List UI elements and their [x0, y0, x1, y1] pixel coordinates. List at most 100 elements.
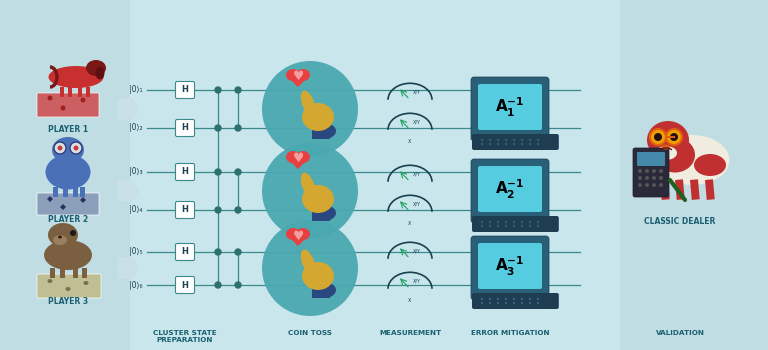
Circle shape — [505, 298, 507, 300]
Circle shape — [654, 133, 662, 141]
Ellipse shape — [655, 138, 695, 173]
Text: ERROR MITIGATION: ERROR MITIGATION — [471, 330, 549, 336]
Ellipse shape — [654, 135, 730, 185]
Circle shape — [70, 230, 76, 236]
Circle shape — [497, 298, 499, 300]
Ellipse shape — [655, 146, 677, 160]
Circle shape — [481, 143, 483, 145]
Ellipse shape — [53, 235, 67, 245]
Circle shape — [645, 169, 649, 173]
Bar — [73, 187, 78, 197]
FancyBboxPatch shape — [176, 163, 194, 181]
Bar — [78, 87, 82, 97]
Text: X: X — [409, 221, 412, 226]
Text: CLUSTER STATE
PREPARATION: CLUSTER STATE PREPARATION — [153, 330, 217, 343]
Circle shape — [645, 183, 649, 187]
FancyBboxPatch shape — [633, 148, 669, 197]
Bar — [312, 125, 330, 139]
Ellipse shape — [84, 281, 88, 285]
Text: |0⟩₅: |0⟩₅ — [129, 247, 143, 257]
Circle shape — [652, 169, 656, 173]
Text: X/Y: X/Y — [413, 89, 421, 94]
Circle shape — [481, 298, 483, 300]
Circle shape — [521, 139, 523, 141]
FancyBboxPatch shape — [176, 82, 194, 98]
Ellipse shape — [286, 69, 300, 81]
Text: X/Y: X/Y — [413, 248, 421, 253]
Circle shape — [488, 221, 492, 223]
Circle shape — [215, 249, 221, 255]
Ellipse shape — [286, 151, 300, 163]
Bar — [80, 187, 85, 197]
Circle shape — [215, 87, 221, 93]
Circle shape — [659, 176, 663, 180]
FancyBboxPatch shape — [471, 159, 549, 223]
Text: H: H — [181, 85, 188, 94]
Polygon shape — [288, 159, 308, 169]
Text: H: H — [181, 124, 188, 133]
FancyBboxPatch shape — [472, 216, 559, 232]
Ellipse shape — [296, 69, 310, 81]
Text: ♥: ♥ — [293, 230, 303, 243]
FancyBboxPatch shape — [478, 243, 542, 289]
Ellipse shape — [48, 66, 104, 88]
Circle shape — [638, 176, 642, 180]
Ellipse shape — [302, 103, 334, 131]
Circle shape — [235, 249, 241, 255]
Circle shape — [505, 221, 507, 223]
Text: ♥: ♥ — [293, 70, 303, 84]
Ellipse shape — [45, 154, 91, 189]
Ellipse shape — [301, 250, 315, 274]
Circle shape — [481, 221, 483, 223]
Circle shape — [652, 183, 656, 187]
Circle shape — [215, 125, 221, 131]
Circle shape — [235, 87, 241, 93]
Bar — [82, 268, 87, 278]
Circle shape — [488, 139, 492, 141]
Ellipse shape — [296, 228, 310, 240]
Circle shape — [497, 225, 499, 227]
Circle shape — [529, 225, 531, 227]
Text: $\mathbf{A_2^{-1}}$: $\mathbf{A_2^{-1}}$ — [495, 177, 525, 201]
FancyBboxPatch shape — [471, 77, 549, 141]
Text: CLASSIC DEALER: CLASSIC DEALER — [644, 217, 716, 226]
Ellipse shape — [48, 223, 78, 247]
Text: H: H — [181, 205, 188, 215]
Circle shape — [650, 129, 666, 145]
Circle shape — [537, 139, 539, 141]
Circle shape — [488, 225, 492, 227]
Circle shape — [505, 139, 507, 141]
Ellipse shape — [662, 145, 670, 149]
Circle shape — [659, 183, 663, 187]
FancyBboxPatch shape — [620, 0, 768, 350]
Ellipse shape — [86, 60, 106, 76]
Bar — [50, 268, 55, 278]
Bar — [73, 268, 78, 278]
FancyBboxPatch shape — [637, 152, 665, 166]
Text: X/Y: X/Y — [413, 171, 421, 176]
Bar — [63, 187, 68, 197]
Circle shape — [529, 221, 531, 223]
Text: X/Y: X/Y — [413, 201, 421, 206]
Text: X: X — [409, 139, 412, 144]
Circle shape — [513, 139, 515, 141]
FancyBboxPatch shape — [472, 134, 559, 150]
Polygon shape — [288, 236, 308, 246]
Circle shape — [513, 302, 515, 304]
FancyBboxPatch shape — [478, 84, 542, 130]
Text: |0⟩₃: |0⟩₃ — [129, 168, 143, 176]
Text: X: X — [409, 298, 412, 303]
FancyBboxPatch shape — [471, 236, 549, 300]
Circle shape — [488, 302, 492, 304]
Ellipse shape — [694, 154, 726, 176]
Circle shape — [521, 298, 523, 300]
Circle shape — [638, 183, 642, 187]
Circle shape — [81, 98, 85, 103]
Circle shape — [481, 139, 483, 141]
Bar — [690, 179, 700, 200]
Ellipse shape — [44, 240, 92, 270]
Circle shape — [497, 302, 499, 304]
Text: H: H — [181, 247, 188, 257]
Circle shape — [262, 220, 358, 316]
Text: |0⟩₁: |0⟩₁ — [130, 85, 143, 94]
